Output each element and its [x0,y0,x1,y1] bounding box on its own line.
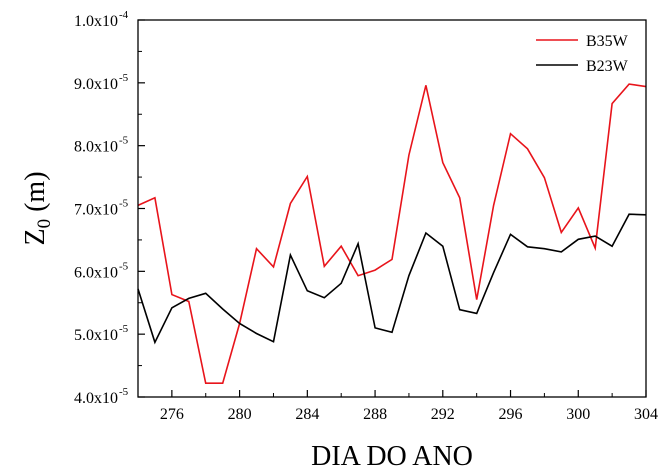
y-tick-label: 6.0x10 [74,264,118,281]
x-tick-label: 288 [363,406,387,423]
y-tick-label: 4.0x10 [74,390,118,407]
legend-label-b35w: B35W [586,33,629,50]
series-line-b35w [137,83,647,385]
x-tick-label: 300 [566,406,590,423]
y-tick-label: 5.0x10 [74,327,118,344]
x-tick-label: 296 [499,406,523,423]
y-tick-exponent: -5 [119,323,129,335]
y-tick-exponent: -5 [119,72,129,84]
legend-label-b23w: B23W [586,58,629,75]
series-layer [137,83,647,385]
y-tick-exponent: -5 [119,135,129,147]
y-tick-label: 8.0x10 [74,139,118,156]
x-tick-label: 276 [160,406,184,423]
x-tick-label: 292 [431,406,455,423]
y-tick-exponent: -5 [119,198,129,210]
x-tick-label: 284 [295,406,319,423]
y-axis-title-main: Z [20,228,51,245]
y-tick-label: 7.0x10 [74,202,118,219]
y-tick-exponent: -5 [119,386,129,398]
x-tick-label: 304 [634,406,658,423]
series-line-b23w [137,213,647,345]
legend: B35W B23W [536,33,629,75]
y-tick-exponent: -4 [119,9,129,21]
x-tick-label: 280 [228,406,252,423]
y-tick-label: 1.0x10 [74,13,118,30]
x-axis-title: DIA DO ANO [311,441,473,471]
y-axis-title-unit: (m) [20,171,51,218]
plot-frame [137,19,647,398]
y-tick-exponent: -5 [119,260,129,272]
y-axis-title: Z0 (m) [20,171,55,245]
y-tick-label: 9.0x10 [74,76,118,93]
y-axis-title-subscript: 0 [34,219,55,229]
